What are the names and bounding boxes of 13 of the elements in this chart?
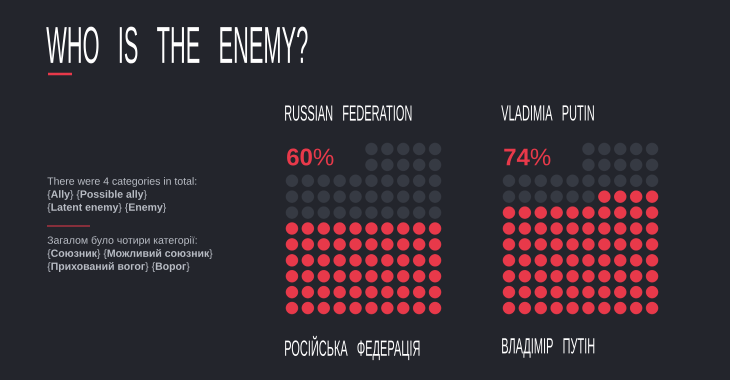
text: There were 4 categories in total: <box>47 177 196 187</box>
text: {Союзник} {Можливий союзник} <box>47 249 213 259</box>
text: {Прихований вогог} {Ворог} <box>47 262 190 272</box>
text: {Ally} {Possible ally} <box>47 190 147 200</box>
text: ВЛАДІМІР ПУТІН <box>502 338 594 358</box>
text: WHO IS THE ENEMY? <box>46 26 308 64</box>
text: Загалом було чотири категорії: <box>48 236 197 246</box>
data-label: 74% <box>504 148 550 166</box>
text: {Latent enemy} {Enemy} <box>47 203 166 213</box>
text: РОСІЙСЬКА ФЕДЕРАЦІЯ <box>285 336 420 360</box>
text: RUSSIAN FEDERATION <box>285 105 412 121</box>
text: VLADIMIA PUTIN <box>501 105 594 121</box>
data-label: 60% <box>287 148 334 166</box>
